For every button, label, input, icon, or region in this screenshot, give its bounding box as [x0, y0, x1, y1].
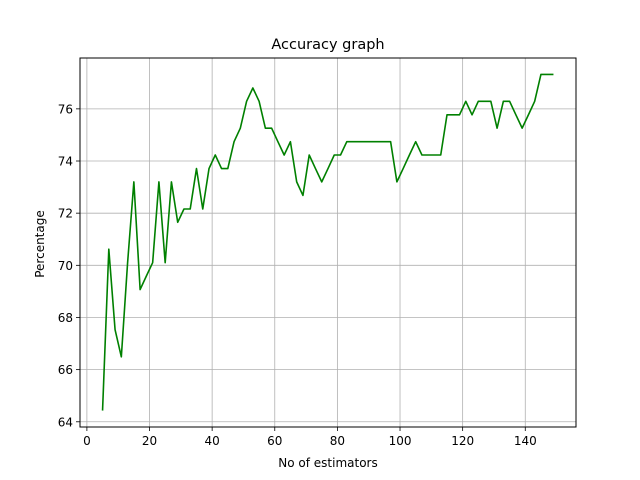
- y-tick-label: 74: [58, 155, 73, 169]
- x-tick-label: 100: [389, 434, 412, 448]
- plot-frame: [79, 57, 577, 428]
- y-axis-label: Percentage: [33, 210, 47, 278]
- x-tick-label: 140: [514, 434, 537, 448]
- y-tick-label: 76: [58, 102, 73, 116]
- x-tick-label: 60: [267, 434, 282, 448]
- plot-lines: [101, 73, 554, 411]
- x-tick-label: 40: [205, 434, 220, 448]
- y-tick-label: 66: [58, 363, 73, 377]
- x-tick-label: 20: [142, 434, 157, 448]
- grid: [80, 58, 576, 427]
- y-tick-label: 64: [58, 415, 73, 429]
- axis-ticks: 0 20 40 60 80 100 120 140 64 66 68 70 72 74 76: [58, 102, 537, 448]
- y-tick-label: 70: [58, 259, 73, 273]
- series-line: [101, 73, 554, 411]
- x-axis-label: No of estimators: [278, 456, 377, 470]
- x-tick-label: 0: [83, 434, 91, 448]
- y-tick-label: 72: [58, 207, 73, 221]
- x-tick-label: 80: [330, 434, 345, 448]
- x-tick-label: 120: [451, 434, 474, 448]
- chart-title: Accuracy graph: [271, 37, 384, 53]
- y-tick-label: 68: [58, 311, 73, 325]
